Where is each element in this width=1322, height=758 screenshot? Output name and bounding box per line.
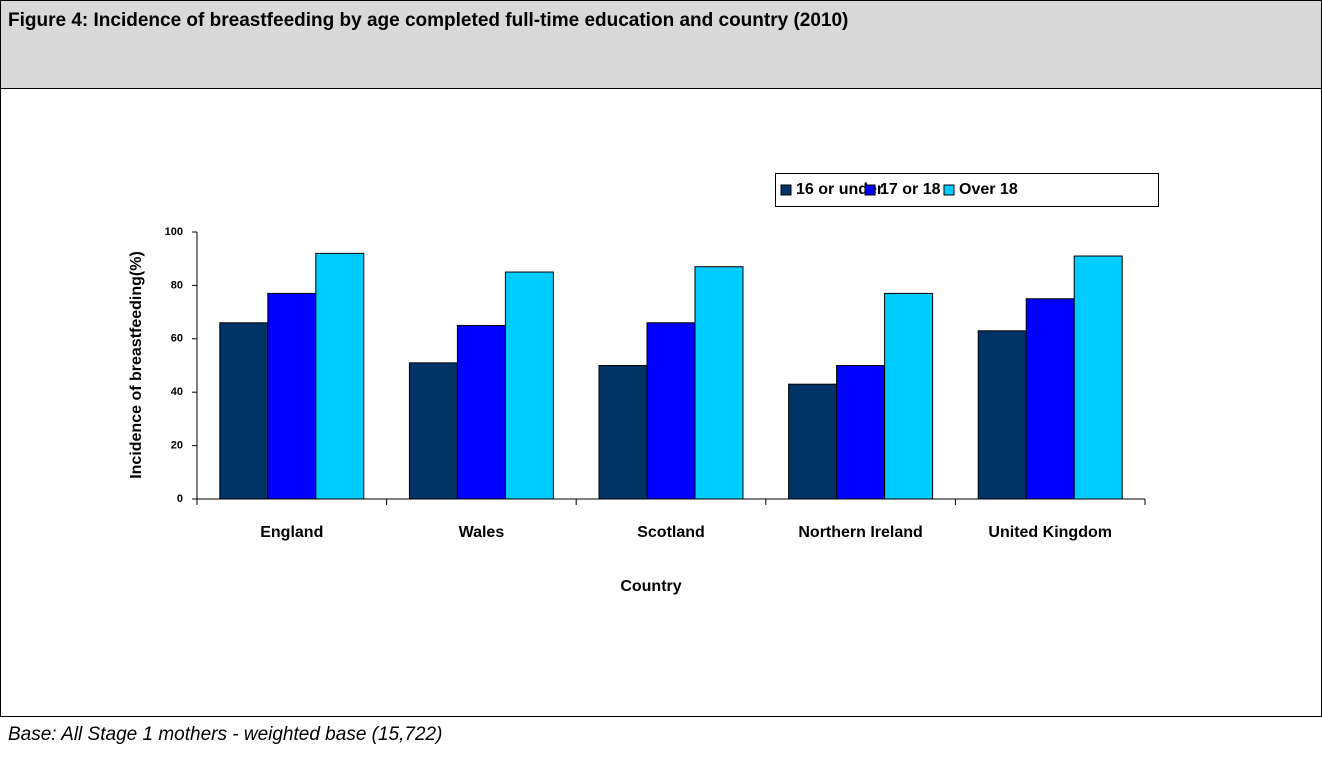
bar: [504, 271, 554, 500]
x-tick-label: Scotland: [637, 524, 705, 541]
bar: [836, 365, 886, 500]
footnote: Base: All Stage 1 mothers - weighted bas…: [8, 724, 442, 745]
x-tick-label: Wales: [459, 524, 505, 541]
y-axis-label: Incidence of breastfeeding(%): [128, 251, 145, 479]
x-tick-label: England: [260, 524, 323, 541]
y-tick-label: 0: [177, 493, 183, 505]
legend-swatch: [780, 184, 792, 196]
bar: [646, 322, 696, 500]
x-axis-label: Country: [620, 578, 681, 595]
y-tick-label: 40: [171, 386, 183, 398]
bar: [219, 322, 269, 500]
y-tick-label: 80: [171, 279, 183, 291]
legend-label: 17 or 18: [880, 181, 941, 198]
x-tick-label: United Kingdom: [988, 524, 1112, 541]
bar: [267, 292, 317, 500]
legend-swatch: [864, 184, 876, 196]
bar: [884, 292, 934, 500]
chart-title: Figure 4: Incidence of breastfeeding by …: [8, 10, 848, 31]
y-tick-label: 100: [165, 226, 183, 238]
y-tick-label: 20: [171, 440, 183, 452]
bar: [694, 266, 744, 500]
header-box: [0, 0, 1322, 89]
bar: [977, 330, 1027, 500]
bar: [315, 252, 365, 500]
bar: [408, 362, 458, 500]
bar: [456, 324, 506, 500]
bar: [788, 383, 838, 500]
bar: [1073, 255, 1123, 500]
legend-label: Over 18: [959, 181, 1018, 198]
bar: [1025, 298, 1075, 500]
legend-swatch: [943, 184, 955, 196]
x-tick-label: Northern Ireland: [798, 524, 922, 541]
legend-box: [775, 173, 1159, 207]
y-tick-label: 60: [171, 333, 183, 345]
bar: [598, 365, 648, 500]
legend-label: 16 or under: [796, 181, 883, 198]
